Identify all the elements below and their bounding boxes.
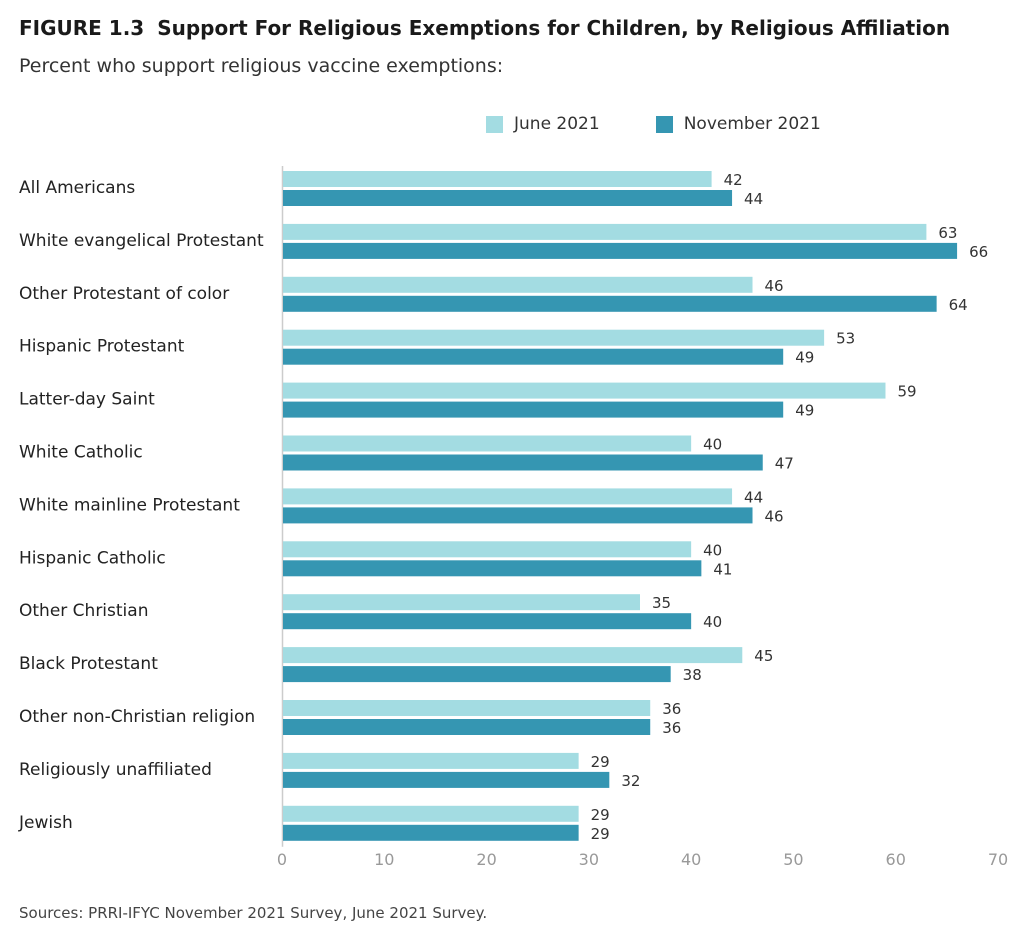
x-tick-label: 20 (476, 850, 496, 869)
bar-november (283, 666, 671, 683)
x-tick-label: 10 (374, 850, 394, 869)
data-label-june: 45 (754, 647, 773, 665)
category-label: White mainline Protestant (19, 495, 240, 515)
category-label: White evangelical Protestant (19, 231, 264, 251)
data-label-june: 59 (897, 383, 916, 401)
data-label-november: 38 (683, 666, 702, 684)
source-note: Sources: PRRI-IFYC November 2021 Survey,… (19, 904, 488, 922)
legend-label-june: June 2021 (514, 114, 600, 134)
category-label: Other non-Christian religion (19, 707, 255, 727)
data-label-november: 64 (949, 296, 968, 314)
category-label: White Catholic (19, 443, 143, 463)
bar-june (283, 805, 579, 822)
data-label-november: 49 (795, 402, 814, 420)
data-label-november: 47 (775, 455, 794, 473)
data-label-june: 53 (836, 330, 855, 348)
x-tick-label: 50 (783, 850, 803, 869)
data-label-november: 32 (621, 772, 640, 790)
bar-november (283, 560, 702, 577)
data-label-june: 35 (652, 594, 671, 612)
category-label: Religiously unaffiliated (19, 760, 212, 780)
data-label-november: 44 (744, 190, 763, 208)
bar-june (283, 171, 712, 187)
bar-june (283, 382, 886, 399)
bar-november (283, 401, 784, 418)
data-label-november: 41 (713, 560, 732, 578)
data-label-november: 40 (703, 613, 722, 631)
bar-november (283, 613, 692, 630)
data-label-june: 46 (765, 277, 784, 295)
bar-june (283, 329, 825, 346)
data-label-june: 40 (703, 436, 722, 454)
data-label-june: 42 (724, 171, 743, 189)
chart-subtitle: Percent who support religious vaccine ex… (19, 55, 504, 77)
bar-november (283, 454, 763, 471)
figure-title: FIGURE 1.3 Support For Religious Exempti… (19, 16, 950, 40)
bar-june (283, 223, 927, 240)
bar-november (283, 771, 610, 788)
bar-june (283, 647, 743, 664)
bar-june (283, 276, 753, 293)
data-label-november: 66 (969, 243, 988, 261)
figure-label: FIGURE 1.3 (19, 16, 145, 40)
bar-june (283, 700, 651, 716)
bar-november (283, 190, 733, 206)
chart-legend: June 2021 November 2021 (486, 114, 877, 134)
bar-june (283, 594, 640, 611)
bar-november (283, 719, 651, 735)
data-label-november: 36 (662, 719, 681, 737)
x-tick-label: 30 (579, 850, 599, 869)
category-label: Hispanic Protestant (19, 337, 185, 357)
legend-swatch-november (655, 115, 673, 133)
legend-swatch-june (486, 115, 503, 133)
legend-label-november: November 2021 (683, 114, 821, 134)
category-label: All Americans (19, 178, 135, 198)
data-label-june: 44 (744, 488, 763, 506)
bar-november (283, 348, 784, 365)
category-label: Other Protestant of color (19, 284, 229, 304)
data-label-november: 29 (591, 825, 610, 843)
category-label: Latter-day Saint (19, 390, 155, 410)
data-label-november: 46 (765, 507, 784, 525)
data-label-june: 29 (591, 753, 610, 771)
bar-june (283, 752, 579, 769)
bar-june (283, 488, 733, 505)
data-label-november: 49 (795, 349, 814, 367)
data-label-june: 36 (662, 700, 681, 718)
legend-item-june: June 2021 (486, 114, 600, 134)
x-tick-label: 70 (988, 850, 1008, 869)
category-label: Jewish (18, 813, 73, 833)
data-label-june: 40 (703, 541, 722, 559)
bar-june (283, 435, 692, 452)
x-tick-label: 40 (681, 850, 701, 869)
category-label: Hispanic Catholic (19, 548, 166, 568)
x-tick-label: 0 (277, 850, 287, 869)
bar-june (283, 541, 692, 558)
bar-november (283, 824, 579, 841)
data-label-june: 29 (591, 806, 610, 824)
category-label: Other Christian (19, 601, 148, 621)
bar-november (283, 295, 937, 312)
x-tick-label: 60 (886, 850, 906, 869)
chart-title: Support For Religious Exemptions for Chi… (157, 16, 951, 40)
bar-november (283, 242, 958, 259)
category-label: Black Protestant (19, 654, 158, 674)
legend-item-november: November 2021 (655, 114, 821, 134)
bar-november (283, 507, 753, 524)
data-label-june: 63 (938, 224, 957, 242)
